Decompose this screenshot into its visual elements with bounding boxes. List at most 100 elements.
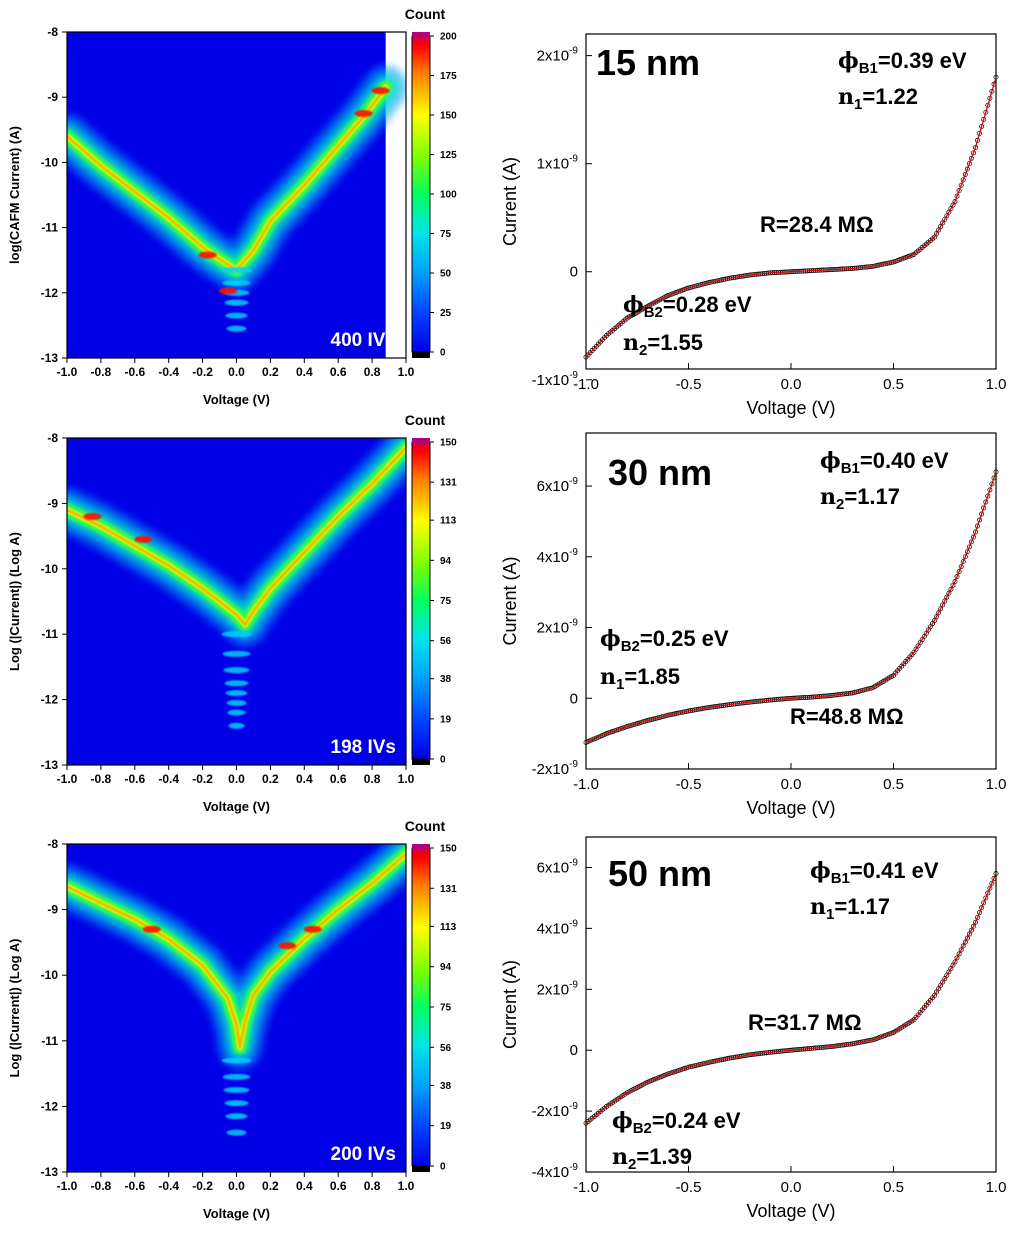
x-tick-label: 0.0 (781, 776, 802, 793)
x-tick-label: -0.6 (124, 772, 145, 786)
colorbar: 200 175 150 125 100 75 50 25 0 Count (405, 6, 457, 359)
data-point (958, 182, 964, 188)
x-tick-label: 0.0 (228, 772, 245, 786)
colorbar-tick-label: 94 (440, 962, 452, 973)
colorbar-tick-label: 0 (440, 1162, 446, 1173)
y-tick-label: -10 (41, 562, 59, 576)
colorbar-tick-label: 150 (440, 844, 457, 855)
heatmap-hotspot (219, 287, 238, 295)
y-tick-label: -12 (41, 693, 59, 707)
x-tick-label: -0.8 (91, 1179, 112, 1193)
data-point (946, 590, 952, 596)
data-point (964, 549, 970, 555)
heatmap-plot-area (67, 844, 406, 1172)
data-point (950, 202, 956, 208)
data-point (966, 931, 972, 937)
x-tick-label: -0.4 (158, 365, 179, 379)
colorbar-tick-label: 131 (440, 478, 457, 489)
x-tick-label: 0.2 (262, 365, 279, 379)
x-tick-label: 0.8 (364, 772, 381, 786)
x-tick-label: 0.4 (296, 1179, 313, 1193)
x-tick-label: 1.0 (398, 772, 415, 786)
heatmap-panel-2: -1.0 -0.8 -0.6 -0.4 -0.2 0.0 0.2 0.4 0.6 0.8 1.0 -8… (7, 412, 457, 814)
data-point (899, 256, 905, 262)
y-axis-label: Log (|Current|) (Log A) (7, 939, 22, 1078)
y-tick-label: -2x10-9 (532, 1101, 579, 1120)
x-tick-label: 1.0 (398, 365, 415, 379)
y-tick-label: -4x10-9 (532, 1162, 579, 1181)
data-point (993, 871, 999, 876)
barrier-height-1-label: ϕB1=0.41 eV (810, 858, 939, 887)
data-point (977, 910, 983, 915)
data-point (960, 177, 966, 183)
data-point (989, 880, 995, 886)
y-tick-label: 6x10-9 (537, 857, 579, 876)
y-tick-label: -13 (41, 758, 59, 772)
barrier-height-1-label: ϕB1=0.40 eV (820, 448, 949, 477)
colorbar-overflow (412, 438, 430, 443)
data-point (932, 234, 937, 240)
data-point (966, 544, 972, 550)
colorbar-overflow (412, 844, 430, 849)
data-point (960, 559, 966, 565)
data-point (981, 505, 987, 511)
x-tick-label: 0.5 (883, 1179, 904, 1196)
heatmap-hotspot (198, 251, 217, 259)
data-point (886, 1031, 892, 1037)
data-point (983, 895, 989, 901)
heatmap-hotspot (142, 925, 161, 933)
data-point (993, 469, 999, 475)
data-point (989, 481, 995, 487)
x-tick-label: -0.5 (676, 376, 702, 393)
data-point (903, 255, 909, 260)
data-point (968, 927, 974, 933)
colorbar-tick-label: 38 (440, 674, 452, 685)
x-axis-label: Voltage (V) (746, 798, 835, 818)
colorbar-tick-label: 75 (440, 1003, 452, 1014)
data-point (673, 290, 679, 295)
heatmap-stripe (226, 325, 247, 332)
colorbar-underflow (412, 1166, 430, 1172)
data-point (591, 736, 597, 742)
data-point (897, 257, 903, 263)
data-point (657, 1074, 663, 1080)
heatmap-hotspot (354, 110, 373, 117)
x-tick-label: 0.6 (330, 772, 347, 786)
colorbar-tick-label: 131 (440, 884, 457, 895)
fit-curve (585, 873, 997, 1124)
x-tick-label: 0.0 (781, 376, 802, 393)
y-axis-label: Log (|Current|) (Log A) (7, 532, 22, 671)
data-point (671, 290, 677, 296)
x-tick-label: 0.0 (781, 1179, 802, 1196)
x-tick-label: 0.6 (330, 365, 347, 379)
ideality-factor-2-label: n1=1.85 (600, 664, 680, 693)
iv-plot-frame (585, 33, 997, 370)
data-point (956, 188, 962, 194)
x-tick-label: -1.0 (573, 1179, 599, 1196)
ideality-factor-1-label: n2=1.17 (820, 484, 900, 513)
data-point (979, 905, 985, 911)
colorbar-overflow (412, 32, 430, 37)
colorbar: 150 131 113 94 75 56 38 19 0 Count (405, 818, 457, 1173)
x-tick-label: -1.0 (57, 365, 78, 379)
data-point (954, 574, 960, 580)
barrier-height-2-label: ϕB2=0.25 eV (600, 626, 729, 655)
x-tick-label: -1.0 (57, 772, 78, 786)
y-tick-label: -12 (41, 1099, 59, 1113)
heatmap-stripe (221, 631, 252, 638)
data-point (876, 1035, 882, 1041)
data-point (966, 161, 972, 167)
y-tick-label: 1x10-9 (537, 154, 579, 173)
y-tick-label: 0 (570, 264, 578, 281)
measured-markers (583, 871, 999, 1126)
colorbar-tick-label: 56 (440, 636, 452, 647)
y-tick-label: -9 (47, 496, 58, 510)
x-axis-label: Voltage (V) (203, 392, 270, 407)
data-point (973, 919, 978, 925)
y-tick-label: 2x10-9 (537, 979, 579, 998)
heatmap-hotspot (371, 87, 390, 95)
y-axis-label: Current (A) (500, 556, 520, 645)
y-tick-label: -9 (47, 903, 58, 917)
data-point (952, 579, 958, 584)
